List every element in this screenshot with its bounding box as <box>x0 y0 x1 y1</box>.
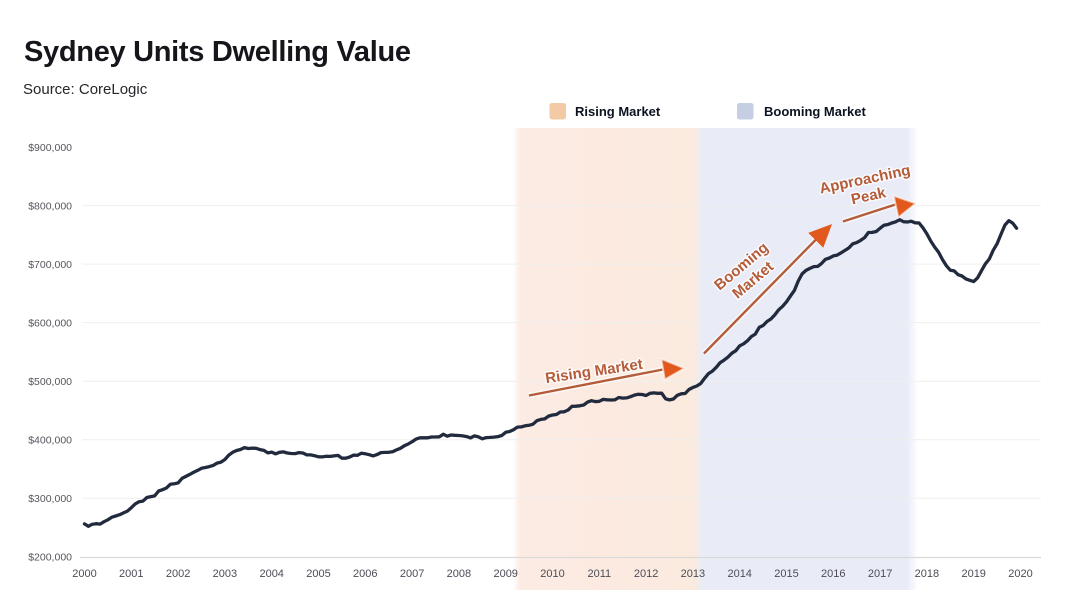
svg-text:2011: 2011 <box>587 568 611 580</box>
svg-text:$400,000: $400,000 <box>28 435 72 447</box>
svg-text:2012: 2012 <box>634 568 658 580</box>
svg-text:2019: 2019 <box>961 568 985 580</box>
svg-text:2000: 2000 <box>72 568 96 580</box>
svg-text:$800,000: $800,000 <box>28 200 72 212</box>
svg-text:2013: 2013 <box>681 568 705 580</box>
svg-text:2015: 2015 <box>774 568 798 580</box>
svg-text:2017: 2017 <box>868 568 892 580</box>
svg-text:2010: 2010 <box>540 568 564 580</box>
svg-text:2008: 2008 <box>447 568 471 580</box>
svg-text:$500,000: $500,000 <box>28 376 72 388</box>
svg-text:2002: 2002 <box>166 568 190 580</box>
svg-text:2007: 2007 <box>400 568 424 580</box>
svg-text:2003: 2003 <box>213 568 237 580</box>
svg-text:2001: 2001 <box>119 568 143 580</box>
svg-text:Booming Market: Booming Market <box>764 104 867 119</box>
svg-text:2009: 2009 <box>493 568 517 580</box>
svg-text:$700,000: $700,000 <box>28 259 72 271</box>
svg-text:2020: 2020 <box>1008 568 1032 580</box>
svg-text:$200,000: $200,000 <box>28 552 72 564</box>
svg-text:2004: 2004 <box>259 568 283 580</box>
svg-text:2005: 2005 <box>306 568 330 580</box>
svg-text:$600,000: $600,000 <box>28 317 72 329</box>
svg-text:Rising Market: Rising Market <box>575 104 661 119</box>
svg-text:2006: 2006 <box>353 568 377 580</box>
svg-text:2018: 2018 <box>915 568 939 580</box>
svg-text:2016: 2016 <box>821 568 845 580</box>
svg-text:$300,000: $300,000 <box>28 493 72 505</box>
svg-text:2014: 2014 <box>727 568 751 580</box>
svg-text:$900,000: $900,000 <box>28 142 72 154</box>
